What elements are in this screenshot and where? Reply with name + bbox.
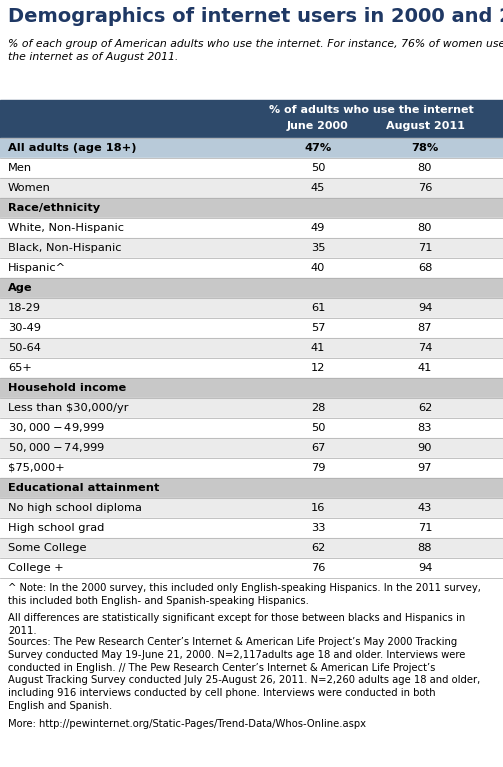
Text: No high school diploma: No high school diploma bbox=[8, 503, 142, 513]
Text: 71: 71 bbox=[418, 523, 432, 533]
Text: $30,000-$49,999: $30,000-$49,999 bbox=[8, 422, 105, 434]
Text: Race/ethnicity: Race/ethnicity bbox=[8, 203, 100, 213]
Text: 30-49: 30-49 bbox=[8, 323, 41, 333]
Text: Sources: The Pew Research Center’s Internet & American Life Project’s May 2000 T: Sources: The Pew Research Center’s Inter… bbox=[8, 637, 480, 711]
Text: 50: 50 bbox=[311, 163, 325, 173]
Text: 76: 76 bbox=[418, 183, 432, 193]
Bar bbox=[0, 358, 503, 378]
Text: 62: 62 bbox=[418, 403, 432, 413]
Text: Less than $30,000/yr: Less than $30,000/yr bbox=[8, 403, 128, 413]
Text: 94: 94 bbox=[418, 303, 432, 313]
Text: 16: 16 bbox=[311, 503, 325, 513]
Bar bbox=[0, 518, 503, 538]
Bar bbox=[0, 458, 503, 478]
Text: 41: 41 bbox=[418, 363, 432, 373]
Text: 83: 83 bbox=[418, 423, 432, 433]
Bar bbox=[0, 338, 503, 358]
Bar bbox=[0, 398, 503, 418]
Text: 80: 80 bbox=[418, 163, 432, 173]
Text: 47%: 47% bbox=[304, 143, 331, 153]
Text: ^ Note: In the 2000 survey, this included only English-speaking Hispanics. In th: ^ Note: In the 2000 survey, this include… bbox=[8, 583, 481, 606]
Text: 45: 45 bbox=[311, 183, 325, 193]
Text: August 2011: August 2011 bbox=[386, 121, 464, 131]
Text: % of each group of American adults who use the internet. For instance, 76% of wo: % of each group of American adults who u… bbox=[8, 39, 503, 62]
Text: 40: 40 bbox=[311, 263, 325, 273]
Text: 68: 68 bbox=[418, 263, 432, 273]
Bar bbox=[0, 258, 503, 278]
Text: Demographics of internet users in 2000 and 2011: Demographics of internet users in 2000 a… bbox=[8, 7, 503, 26]
Bar bbox=[0, 100, 503, 138]
Text: 97: 97 bbox=[418, 463, 432, 473]
Text: 90: 90 bbox=[418, 443, 432, 453]
Bar bbox=[0, 298, 503, 318]
Text: 50-64: 50-64 bbox=[8, 343, 41, 353]
Text: College +: College + bbox=[8, 563, 63, 573]
Text: 35: 35 bbox=[311, 243, 325, 253]
Text: 67: 67 bbox=[311, 443, 325, 453]
Bar bbox=[0, 498, 503, 518]
Text: 28: 28 bbox=[311, 403, 325, 413]
Text: % of adults who use the internet: % of adults who use the internet bbox=[269, 105, 474, 115]
Text: Educational attainment: Educational attainment bbox=[8, 483, 159, 493]
Bar bbox=[0, 138, 503, 158]
Text: 76: 76 bbox=[311, 563, 325, 573]
Text: 78%: 78% bbox=[411, 143, 439, 153]
Text: 50: 50 bbox=[311, 423, 325, 433]
Text: 80: 80 bbox=[418, 223, 432, 233]
Text: High school grad: High school grad bbox=[8, 523, 105, 533]
Text: 12: 12 bbox=[311, 363, 325, 373]
Text: 88: 88 bbox=[418, 543, 432, 553]
Text: Men: Men bbox=[8, 163, 32, 173]
Text: Household income: Household income bbox=[8, 383, 126, 393]
Text: 62: 62 bbox=[311, 543, 325, 553]
Text: 74: 74 bbox=[418, 343, 432, 353]
Text: 41: 41 bbox=[311, 343, 325, 353]
Text: All differences are statistically significant except for those between blacks an: All differences are statistically signif… bbox=[8, 613, 465, 636]
Text: 57: 57 bbox=[311, 323, 325, 333]
Bar bbox=[0, 438, 503, 458]
Text: Some College: Some College bbox=[8, 543, 87, 553]
Bar bbox=[0, 318, 503, 338]
Text: All adults (age 18+): All adults (age 18+) bbox=[8, 143, 136, 153]
Text: 61: 61 bbox=[311, 303, 325, 313]
Bar bbox=[0, 558, 503, 578]
Bar bbox=[0, 378, 503, 398]
Text: $75,000+: $75,000+ bbox=[8, 463, 64, 473]
Bar bbox=[0, 278, 503, 298]
Text: White, Non-Hispanic: White, Non-Hispanic bbox=[8, 223, 124, 233]
Bar bbox=[0, 218, 503, 238]
Bar bbox=[0, 418, 503, 438]
Text: 94: 94 bbox=[418, 563, 432, 573]
Bar bbox=[0, 238, 503, 258]
Text: June 2000: June 2000 bbox=[287, 121, 349, 131]
Text: More: http://pewinternet.org/Static-Pages/Trend-Data/Whos-Online.aspx: More: http://pewinternet.org/Static-Page… bbox=[8, 719, 366, 729]
Text: $50,000-$74,999: $50,000-$74,999 bbox=[8, 442, 105, 455]
Text: 49: 49 bbox=[311, 223, 325, 233]
Bar bbox=[0, 478, 503, 498]
Text: Black, Non-Hispanic: Black, Non-Hispanic bbox=[8, 243, 122, 253]
Bar bbox=[0, 158, 503, 178]
Text: 18-29: 18-29 bbox=[8, 303, 41, 313]
Text: 79: 79 bbox=[311, 463, 325, 473]
Text: Women: Women bbox=[8, 183, 51, 193]
Bar bbox=[0, 198, 503, 218]
Text: 33: 33 bbox=[311, 523, 325, 533]
Text: 65+: 65+ bbox=[8, 363, 32, 373]
Text: Age: Age bbox=[8, 283, 33, 293]
Text: 87: 87 bbox=[418, 323, 432, 333]
Text: 43: 43 bbox=[418, 503, 432, 513]
Bar bbox=[0, 538, 503, 558]
Bar bbox=[0, 178, 503, 198]
Text: Hispanic^: Hispanic^ bbox=[8, 263, 66, 273]
Text: 71: 71 bbox=[418, 243, 432, 253]
